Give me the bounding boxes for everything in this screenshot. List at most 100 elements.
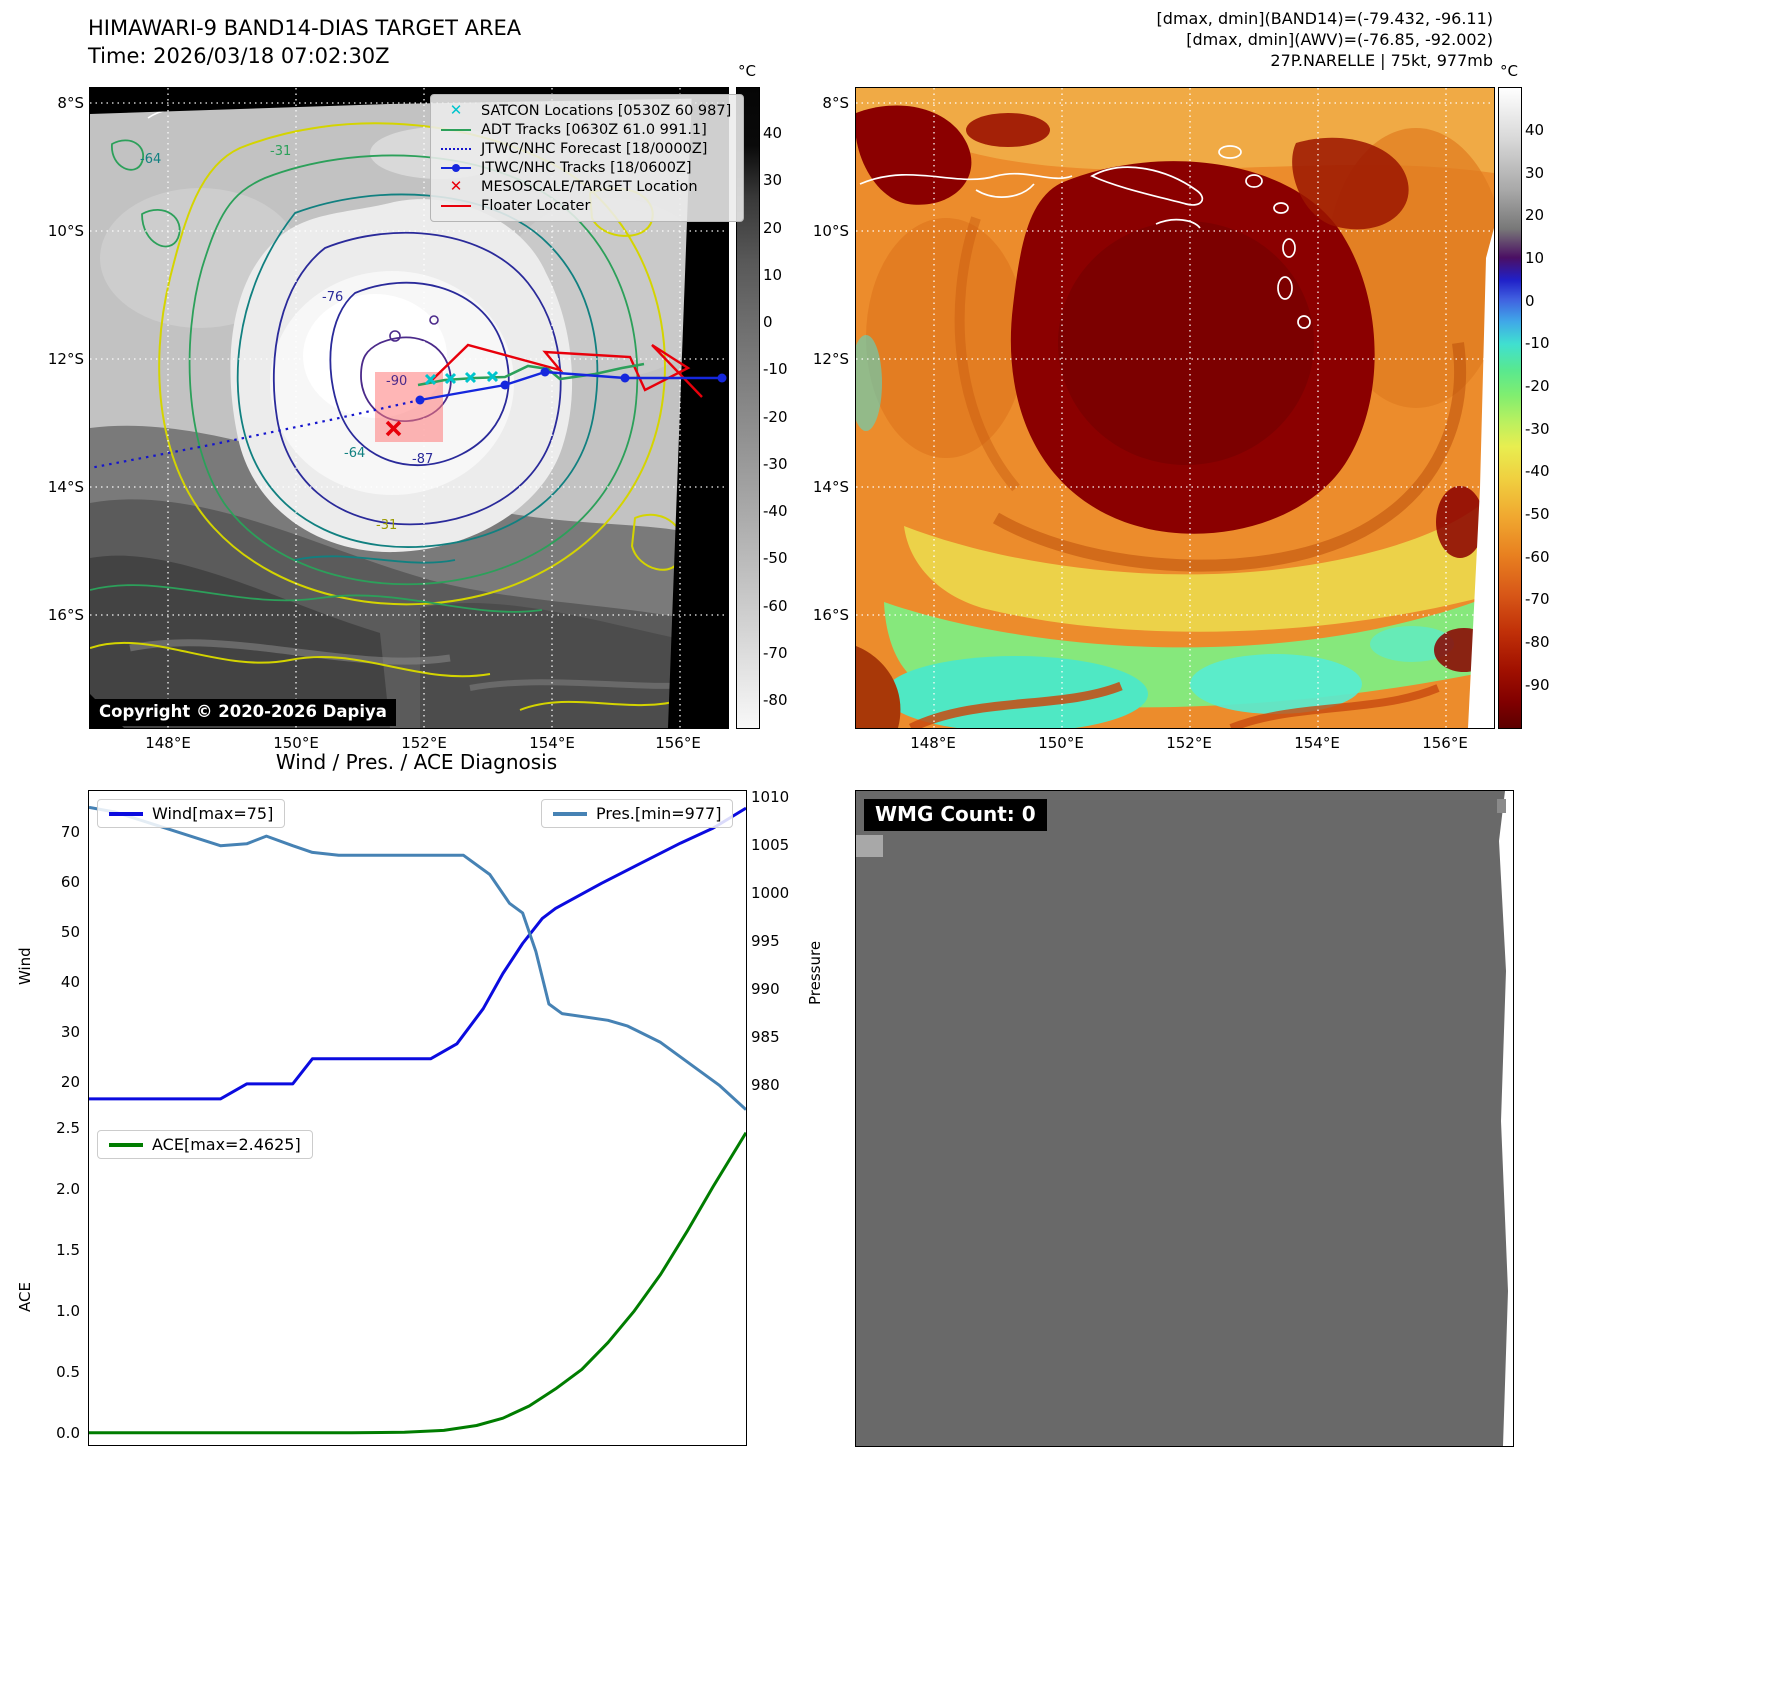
lon-tick: 150°E bbox=[273, 734, 319, 752]
figure-time: Time: 2026/03/18 07:02:30Z bbox=[88, 44, 390, 68]
cb-tick: 20 bbox=[763, 219, 783, 237]
cb-tick: 0 bbox=[763, 313, 773, 331]
wind-legend-label: Wind[max=75] bbox=[152, 804, 274, 823]
cb-tick: 10 bbox=[1525, 249, 1545, 267]
y-tick: 1.5 bbox=[56, 1241, 80, 1259]
y-tick: 995 bbox=[751, 932, 780, 950]
cb-tick: 10 bbox=[763, 266, 783, 284]
cb-tick: -10 bbox=[763, 360, 788, 378]
dmax-dmin-band14: [dmax, dmin](BAND14)=(-79.432, -96.11) bbox=[1156, 9, 1493, 28]
y-tick: 60 bbox=[60, 873, 80, 891]
legend-item-adt: ADT Tracks [0630Z 61.0 991.1] bbox=[439, 120, 735, 139]
legend-label: JTWC/NHC Forecast [18/0000Z] bbox=[481, 140, 708, 157]
map-legend: ✕ SATCON Locations [0530Z 60 987] ADT Tr… bbox=[430, 94, 744, 222]
ace-line-icon bbox=[109, 1142, 143, 1147]
band14-map-panel: -64 -31 -76 -90 -64 -87 -31 ✕ SATCON Locations… bbox=[89, 87, 744, 729]
y-tick: 40 bbox=[60, 973, 80, 991]
series-wind_pres bbox=[89, 805, 746, 1111]
y-tick: 2.5 bbox=[56, 1119, 80, 1137]
satcon-markers bbox=[424, 370, 499, 386]
wind-line-icon bbox=[109, 811, 143, 816]
y-tick: 0.5 bbox=[56, 1363, 80, 1381]
cb-tick: -80 bbox=[1525, 633, 1550, 651]
figure-header: HIMAWARI-9 BAND14-DIAS TARGET AREA Time:… bbox=[88, 14, 521, 70]
cb-tick: -30 bbox=[1525, 420, 1550, 438]
lon-tick: 156°E bbox=[1422, 734, 1468, 752]
legend-item-floater: Floater Locater bbox=[439, 196, 735, 215]
lat-tick: 12°S bbox=[47, 350, 84, 368]
floater-line-icon bbox=[439, 204, 473, 207]
awv-satellite-image bbox=[856, 88, 1494, 728]
cb-tick: -60 bbox=[1525, 548, 1550, 566]
lat-tick: 8°S bbox=[822, 94, 849, 112]
legend-label: ADT Tracks [0630Z 61.0 991.1] bbox=[481, 121, 707, 138]
jtwc-track-points bbox=[415, 367, 727, 405]
cb-tick: 30 bbox=[1525, 164, 1545, 182]
lat-tick: 12°S bbox=[812, 350, 849, 368]
storm-annotations: [dmax, dmin](BAND14)=(-79.432, -96.11) [… bbox=[1000, 8, 1493, 71]
lat-tick: 8°S bbox=[57, 94, 84, 112]
lat-tick: 14°S bbox=[47, 478, 84, 496]
latlon-gridlines bbox=[856, 88, 1494, 728]
forecast-dotted-line-icon bbox=[439, 147, 473, 150]
colorbar-unit: °C bbox=[738, 62, 756, 80]
cb-tick: 0 bbox=[1525, 292, 1535, 310]
storm-name-intensity: 27P.NARELLE | 75kt, 977mb bbox=[1270, 51, 1493, 70]
cb-tick: -80 bbox=[763, 691, 788, 709]
y-tick: 1.0 bbox=[56, 1302, 80, 1320]
ace-legend-label: ACE[max=2.4625] bbox=[152, 1135, 301, 1154]
target-x-icon: ✕ bbox=[449, 177, 463, 195]
wind-pressure-chart: Wind[max=75] Pres.[min=977] bbox=[88, 790, 747, 1124]
cb-tick: -20 bbox=[1525, 377, 1550, 395]
satcon-x-icon: ✕ bbox=[449, 101, 463, 119]
cb-tick: -10 bbox=[1525, 334, 1550, 352]
lon-tick: 152°E bbox=[1166, 734, 1212, 752]
cb-tick: -30 bbox=[763, 455, 788, 473]
cb-tick: -40 bbox=[763, 502, 788, 520]
y-tick: 2.0 bbox=[56, 1180, 80, 1198]
cb-tick: -70 bbox=[763, 644, 788, 662]
cb-tick: 40 bbox=[763, 124, 783, 142]
colorbar-unit: °C bbox=[1500, 62, 1518, 80]
y-tick: 70 bbox=[60, 823, 80, 841]
lat-tick: 14°S bbox=[812, 478, 849, 496]
legend-item-forecast: JTWC/NHC Forecast [18/0000Z] bbox=[439, 139, 735, 158]
ace-axis-label: ACE bbox=[16, 1282, 34, 1312]
floater-locater-track bbox=[429, 343, 703, 398]
lon-tick: 154°E bbox=[1294, 734, 1340, 752]
pressure-legend-label: Pres.[min=977] bbox=[596, 804, 722, 823]
y-tick: 980 bbox=[751, 1076, 780, 1094]
lon-tick: 156°E bbox=[655, 734, 701, 752]
legend-label: SATCON Locations [0530Z 60 987] bbox=[481, 102, 732, 119]
y-tick: 1000 bbox=[751, 884, 790, 902]
ace-legend: ACE[max=2.4625] bbox=[97, 1130, 313, 1159]
wmg-panel: WMG Count: 0 bbox=[855, 790, 1514, 1447]
lat-tick: 16°S bbox=[47, 606, 84, 624]
legend-item-jtwc: JTWC/NHC Tracks [18/0600Z] bbox=[439, 158, 735, 177]
y-tick: 1010 bbox=[751, 788, 790, 806]
cb-tick: -50 bbox=[763, 549, 788, 567]
cb-tick: -60 bbox=[763, 597, 788, 615]
ace-plot bbox=[89, 1131, 746, 1435]
y-tick: 1005 bbox=[751, 836, 790, 854]
lat-tick: 16°S bbox=[812, 606, 849, 624]
y-tick: 20 bbox=[60, 1073, 80, 1091]
cb-tick: -50 bbox=[1525, 505, 1550, 523]
lat-tick: 10°S bbox=[47, 222, 84, 240]
lon-tick: 148°E bbox=[145, 734, 191, 752]
mesoscale-target-marker bbox=[385, 420, 402, 437]
cb-tick: -70 bbox=[1525, 590, 1550, 608]
pressure-legend: Pres.[min=977] bbox=[541, 799, 734, 828]
adt-track bbox=[417, 362, 645, 387]
wmg-count-label: WMG Count: 0 bbox=[864, 799, 1047, 831]
cb-tick: 30 bbox=[763, 171, 783, 189]
series-wind_pres bbox=[89, 806, 746, 1101]
y-tick: 50 bbox=[60, 923, 80, 941]
coastlines bbox=[859, 145, 1311, 329]
track-line-dot-icon bbox=[439, 163, 473, 172]
dmax-dmin-awv: [dmax, dmin](AWV)=(-76.85, -92.002) bbox=[1186, 30, 1493, 49]
legend-label: Floater Locater bbox=[481, 197, 591, 214]
legend-item-satcon: ✕ SATCON Locations [0530Z 60 987] bbox=[439, 101, 735, 120]
cb-tick: -20 bbox=[763, 408, 788, 426]
awv-map-panel bbox=[855, 87, 1495, 729]
